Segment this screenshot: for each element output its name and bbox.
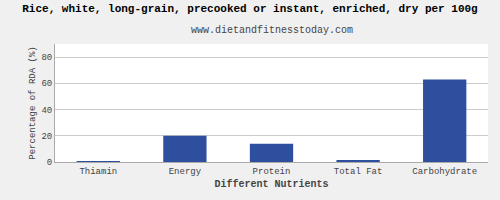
svg-text:Carbohydrate: Carbohydrate — [412, 167, 477, 177]
svg-text:0: 0 — [47, 158, 52, 168]
svg-text:Percentage of RDA (%): Percentage of RDA (%) — [28, 46, 38, 159]
svg-text:Rice, white, long-grain, preco: Rice, white, long-grain, precooked or in… — [22, 3, 477, 15]
svg-text:60: 60 — [41, 79, 52, 89]
svg-text:Thiamin: Thiamin — [79, 167, 117, 177]
svg-text:Energy: Energy — [169, 167, 202, 177]
svg-text:80: 80 — [41, 53, 52, 63]
svg-text:Protein: Protein — [253, 167, 291, 177]
svg-text:Different Nutrients: Different Nutrients — [214, 179, 328, 190]
svg-text:Total Fat: Total Fat — [334, 167, 383, 177]
svg-text:40: 40 — [41, 106, 52, 116]
svg-text:www.dietandfitnesstoday.com: www.dietandfitnesstoday.com — [191, 25, 353, 36]
svg-text:20: 20 — [41, 132, 52, 142]
